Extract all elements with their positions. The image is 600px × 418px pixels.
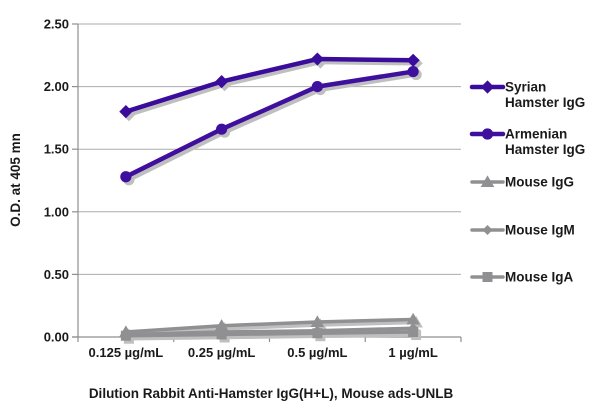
series-marker-mouse-igg	[214, 319, 229, 331]
y-tick-label: 0.50	[44, 267, 69, 282]
series-armenian-hamster-igg	[120, 65, 419, 183]
y-tick-label: 2.00	[44, 79, 69, 94]
legend-item-mouse-igm: Mouse IgM	[470, 223, 575, 238]
legend-label-mouse-igg: Mouse IgG	[505, 175, 574, 190]
series-marker-mouse-igm	[312, 325, 323, 336]
series-marker-armenian-hamster-igg	[216, 123, 228, 135]
legend-label-mouse-igm: Mouse IgM	[505, 223, 575, 238]
series-marker-mouse-igg	[119, 325, 133, 337]
x-category-label: 0.25 µg/mL	[188, 345, 256, 360]
series-syrian-hamster-igg	[119, 52, 420, 119]
legend-label-syrian-hamster-igg: Syrian	[505, 80, 546, 95]
series-line-mouse-iga	[124, 330, 415, 338]
series-marker-syrian-hamster-igg	[215, 74, 229, 89]
x-category-label: 0.125 µg/mL	[89, 345, 164, 360]
series-marker-armenian-hamster-igg	[120, 171, 132, 183]
series-marker-syrian-hamster-igg	[310, 52, 324, 66]
series-marker-armenian-hamster-igg	[407, 65, 419, 78]
y-axis-title: O.D. at 405 mn	[8, 133, 23, 227]
series-marker-armenian-hamster-igg	[311, 81, 323, 93]
series-shadow-line-mouse-iga	[127, 333, 418, 341]
series-marker-syrian-hamster-igg	[119, 105, 133, 119]
series-marker-syrian-hamster-igg	[406, 53, 420, 67]
x-axis-title: Dilution Rabbit Anti-Hamster IgG(H+L), M…	[89, 386, 454, 401]
series-marker-mouse-igg	[310, 315, 325, 327]
legend-swatch-marker-mouse-iga	[482, 272, 493, 282]
y-tick-label: 1.50	[44, 142, 69, 157]
legend-swatch-marker-mouse-igg	[480, 175, 495, 187]
y-tick-label: 2.50	[44, 17, 69, 32]
legend-item-mouse-igg: Mouse IgG	[470, 175, 574, 190]
legend-label-armenian-hamster-igg: Hamster IgG	[505, 142, 585, 157]
x-category-label: 1 µg/mL	[388, 345, 437, 360]
chart-generated-layer: 0.00 0.50 1.00 1.50 2.00 2.50 0.125 µg/mL 0.25 …	[44, 17, 586, 361]
legend-label-armenian-hamster-igg: Armenian	[505, 127, 567, 142]
legend-label-mouse-iga: Mouse IgA	[505, 270, 574, 285]
series-marker-mouse-igm	[408, 323, 419, 334]
legend-swatch-marker-armenian-hamster-igg	[481, 128, 494, 140]
series-shadow-line-syrian-hamster-igg	[126, 59, 419, 117]
series-line-syrian-hamster-igg	[123, 56, 416, 114]
legend-swatch-marker-mouse-igm	[482, 225, 493, 235]
series-line-armenian-hamster-igg	[123, 69, 416, 179]
legend-label-syrian-hamster-igg: Hamster IgG	[505, 95, 585, 110]
y-tick-label: 1.00	[44, 204, 69, 219]
legend-swatch-marker-syrian-hamster-igg	[480, 80, 495, 94]
x-category-label: 0.5 µg/mL	[287, 345, 347, 360]
series-mouse-igg	[119, 312, 420, 337]
series-shadow-line-armenian-hamster-igg	[126, 72, 419, 182]
legend-item-mouse-iga: Mouse IgA	[470, 270, 574, 285]
series-line-mouse-igm	[124, 326, 415, 337]
series-marker-mouse-igg	[406, 312, 420, 325]
y-tick-label: 0.00	[44, 330, 69, 345]
series-line-mouse-igg	[124, 317, 415, 334]
